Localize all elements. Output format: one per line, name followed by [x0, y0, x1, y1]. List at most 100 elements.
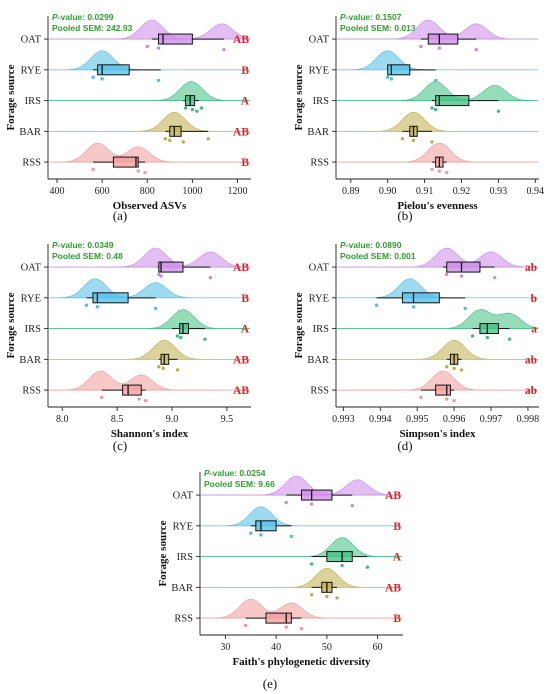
- x-tick-label: 40: [271, 642, 281, 653]
- data-point: [161, 366, 165, 371]
- p-value-text: P-value: 0.0890: [340, 240, 402, 250]
- category-label: OAT: [21, 35, 42, 46]
- data-point: [159, 274, 163, 278]
- series-irs: IRS A: [25, 309, 251, 341]
- p-italic: P: [340, 12, 346, 22]
- category-label: BAR: [19, 355, 41, 366]
- data-point: [452, 366, 456, 371]
- density-half-violin: [48, 309, 251, 329]
- series-rss: RSS AB: [22, 370, 251, 403]
- pooled-sem-text: Pooled SEM: 242.93: [52, 23, 133, 33]
- iqr-box: [301, 489, 333, 501]
- data-point: [445, 397, 449, 401]
- significance-letter: AB: [233, 34, 249, 46]
- category-label: RYE: [21, 65, 41, 76]
- series-oat: OAT ab: [309, 247, 539, 280]
- data-point: [411, 138, 416, 143]
- series-bar: BAR ab: [307, 340, 539, 372]
- data-point: [249, 531, 253, 535]
- y-axis-label: Forage source: [293, 292, 305, 358]
- p-value-text: P-value: 0.0254: [204, 468, 266, 478]
- x-tick-label: 0.996: [443, 414, 466, 425]
- data-point: [309, 593, 314, 597]
- data-point: [259, 533, 263, 537]
- data-point: [91, 75, 95, 79]
- density-half-violin: [48, 370, 251, 391]
- series-rye: RYE: [309, 50, 539, 83]
- series-rss: RSS ab: [310, 370, 539, 403]
- density-half-violin: [200, 598, 403, 619]
- x-tick-label: 600: [95, 186, 110, 197]
- data-point: [493, 275, 497, 280]
- x-tick-label: 0.93: [490, 186, 508, 197]
- data-point: [284, 500, 288, 505]
- iqr-box: [158, 33, 193, 45]
- p-italic: P: [52, 240, 58, 250]
- category-label: IRS: [25, 324, 42, 335]
- category-label: RYE: [21, 293, 41, 304]
- data-point: [463, 306, 467, 311]
- pooled-sem-text: Pooled SEM: 0.013: [340, 23, 416, 33]
- data-point: [84, 303, 89, 307]
- series-bar: BAR AB: [19, 339, 251, 372]
- p-rest: -value: 0.0890: [346, 240, 402, 250]
- x-tick-label: 0.90: [379, 186, 397, 197]
- iqr-box: [112, 156, 139, 168]
- p-value-text: P-value: 0.0299: [52, 12, 114, 22]
- significance-letter: B: [241, 293, 249, 305]
- iqr-box: [387, 64, 411, 76]
- data-point: [340, 563, 344, 568]
- density-half-violin: [336, 111, 539, 132]
- series-rye: RYE B: [21, 278, 251, 311]
- data-point: [325, 594, 329, 599]
- data-point: [350, 503, 354, 508]
- density-half-violin: [48, 50, 251, 71]
- data-point: [179, 335, 183, 340]
- data-point: [208, 275, 213, 280]
- data-point: [145, 44, 149, 49]
- x-axis-label: Faith's phylogenetic diversity: [232, 656, 371, 668]
- category-label: RSS: [310, 386, 329, 397]
- data-point: [168, 138, 172, 143]
- data-point: [335, 596, 339, 600]
- data-point: [430, 106, 434, 110]
- series-oat: OAT AB: [21, 19, 251, 52]
- data-point: [419, 44, 423, 49]
- category-label: OAT: [21, 263, 42, 274]
- significance-letter: ab: [525, 262, 537, 274]
- data-point: [485, 335, 490, 340]
- data-point: [156, 46, 161, 50]
- data-point: [175, 368, 180, 372]
- x-tick-label: 0.994: [369, 414, 392, 425]
- panel-label: (e): [263, 676, 277, 691]
- data-point: [136, 169, 140, 173]
- x-tick-label: 0.997: [480, 414, 503, 425]
- significance-letter: B: [241, 65, 249, 77]
- density-half-violin: [200, 537, 403, 557]
- x-tick-label: 0.993: [332, 414, 355, 425]
- iqr-box: [179, 323, 189, 335]
- p-italic: P: [52, 12, 58, 22]
- density-half-violin: [200, 506, 403, 527]
- x-tick-label: 0.94: [527, 186, 545, 197]
- data-point: [289, 534, 294, 539]
- category-label: BAR: [171, 583, 193, 594]
- significance-letter: B: [393, 521, 401, 533]
- data-point: [433, 107, 438, 112]
- data-point: [195, 109, 199, 113]
- x-axis-label: Observed ASVs: [113, 200, 187, 212]
- data-point: [206, 137, 210, 141]
- series-oat: OAT: [309, 19, 539, 52]
- data-point: [496, 109, 501, 113]
- data-point: [284, 625, 288, 629]
- category-label: RSS: [22, 158, 41, 169]
- significance-letter: B: [241, 157, 249, 169]
- significance-letter: b: [531, 293, 537, 305]
- data-point: [163, 137, 167, 141]
- p-value-text: P-value: 0.1507: [340, 12, 402, 22]
- density-half-violin: [48, 111, 251, 132]
